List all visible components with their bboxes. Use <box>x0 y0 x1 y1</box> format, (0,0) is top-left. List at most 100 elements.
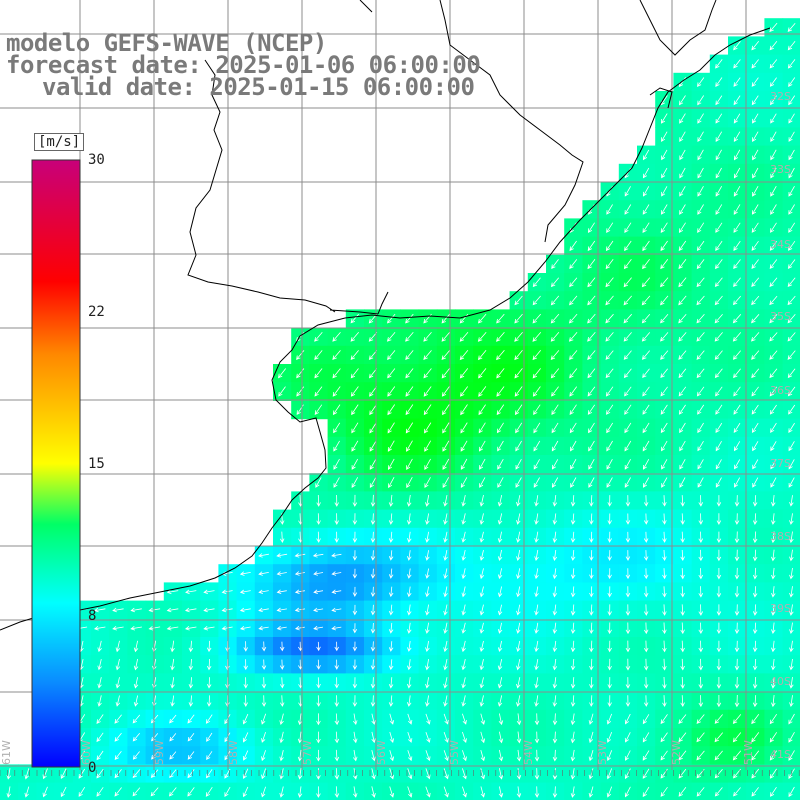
wind-arrow <box>534 640 539 653</box>
wind-cell <box>509 418 529 438</box>
wind-arrow <box>132 787 141 797</box>
wind-cell <box>400 473 420 492</box>
wind-arrow <box>166 626 179 631</box>
wind-arrow <box>752 186 759 197</box>
wind-arrow <box>787 277 796 288</box>
wind-arrow <box>443 640 448 653</box>
wind-cell <box>182 709 201 729</box>
wind-arrow <box>425 568 430 579</box>
wind-arrow <box>642 732 650 743</box>
wind-arrow <box>732 350 742 360</box>
wind-arrow <box>570 640 576 653</box>
wind-cell <box>309 473 329 492</box>
wind-cell <box>364 327 383 347</box>
wind-arrow <box>714 259 723 270</box>
wind-arrow <box>461 531 466 543</box>
wind-arrow <box>479 458 486 470</box>
latitude-label: 38S <box>770 530 791 543</box>
wind-cell <box>200 746 219 765</box>
wind-cell <box>473 327 492 347</box>
wind-arrow <box>607 513 612 525</box>
wind-cell <box>455 364 474 383</box>
wind-arrow <box>606 477 613 488</box>
wind-arrow <box>370 604 376 616</box>
wind-cell <box>546 400 565 420</box>
wind-arrow <box>587 404 596 415</box>
wind-arrow <box>332 386 341 397</box>
wind-cell <box>600 218 620 238</box>
wind-arrow <box>787 332 796 342</box>
wind-cell <box>582 254 602 274</box>
wind-arrow <box>477 331 487 342</box>
wind-arrow <box>515 459 522 470</box>
wind-arrow <box>569 350 578 361</box>
wind-arrow <box>569 368 578 379</box>
wind-cell <box>382 436 401 456</box>
wind-arrow <box>788 713 795 725</box>
wind-cell <box>691 273 711 292</box>
wind-cell <box>564 309 583 329</box>
wind-cell <box>600 436 620 456</box>
wind-cell <box>91 746 110 765</box>
wind-arrow <box>769 59 778 69</box>
wind-arrow <box>569 295 578 306</box>
wind-arrow <box>679 167 686 179</box>
wind-arrow <box>534 749 540 762</box>
wind-cell <box>691 91 711 110</box>
wind-arrow <box>352 568 358 579</box>
wind-arrow <box>242 786 249 798</box>
wind-cell <box>582 345 602 365</box>
wind-cell <box>655 764 674 784</box>
wind-arrow <box>660 714 668 725</box>
wind-cell <box>691 309 711 329</box>
wind-arrow <box>480 749 486 762</box>
wind-arrow <box>406 440 413 452</box>
wind-arrow <box>643 186 650 197</box>
wind-arrow <box>606 404 614 415</box>
wind-arrow <box>443 568 448 580</box>
wind-cell <box>72 764 92 784</box>
wind-arrow <box>642 167 650 179</box>
wind-arrow <box>569 422 577 434</box>
wind-arrow <box>316 695 321 707</box>
wind-arrow <box>497 659 503 671</box>
wind-cell <box>91 728 110 747</box>
wind-arrow <box>788 186 795 197</box>
wind-arrow <box>243 659 248 671</box>
wind-arrow <box>425 786 431 798</box>
wind-arrow <box>769 314 778 324</box>
wind-arrow <box>714 768 723 779</box>
wind-arrow <box>352 531 358 543</box>
wind-arrow <box>334 713 340 726</box>
wind-cell <box>709 455 729 474</box>
wind-cell <box>728 200 747 219</box>
wind-arrow <box>788 222 796 233</box>
wind-arrow <box>459 313 469 324</box>
wind-arrow <box>314 368 323 379</box>
lat-lon-grid <box>0 0 800 776</box>
wind-arrow <box>496 350 505 361</box>
wind-arrow <box>679 186 686 197</box>
wind-arrow <box>133 640 139 653</box>
wind-cell <box>764 127 784 147</box>
wind-arrow <box>625 658 631 671</box>
wind-cell <box>728 309 747 329</box>
wind-arrow <box>660 240 668 252</box>
wind-arrow <box>243 677 248 689</box>
wind-arrow <box>388 586 394 598</box>
wind-cell <box>327 327 347 347</box>
wind-arrow <box>352 786 358 798</box>
wind-arrow <box>788 459 795 470</box>
wind-arrow <box>188 677 194 689</box>
wind-cell <box>345 400 365 420</box>
wind-cell <box>764 54 784 74</box>
wind-arrow <box>534 586 539 598</box>
wind-cell <box>673 236 693 256</box>
wind-arrow <box>769 386 778 397</box>
wind-cell <box>709 345 729 365</box>
wind-cell <box>637 309 656 329</box>
wind-arrow <box>625 695 631 707</box>
wind-arrow <box>461 513 466 525</box>
wind-arrow <box>789 567 794 580</box>
wind-arrow <box>769 750 778 761</box>
